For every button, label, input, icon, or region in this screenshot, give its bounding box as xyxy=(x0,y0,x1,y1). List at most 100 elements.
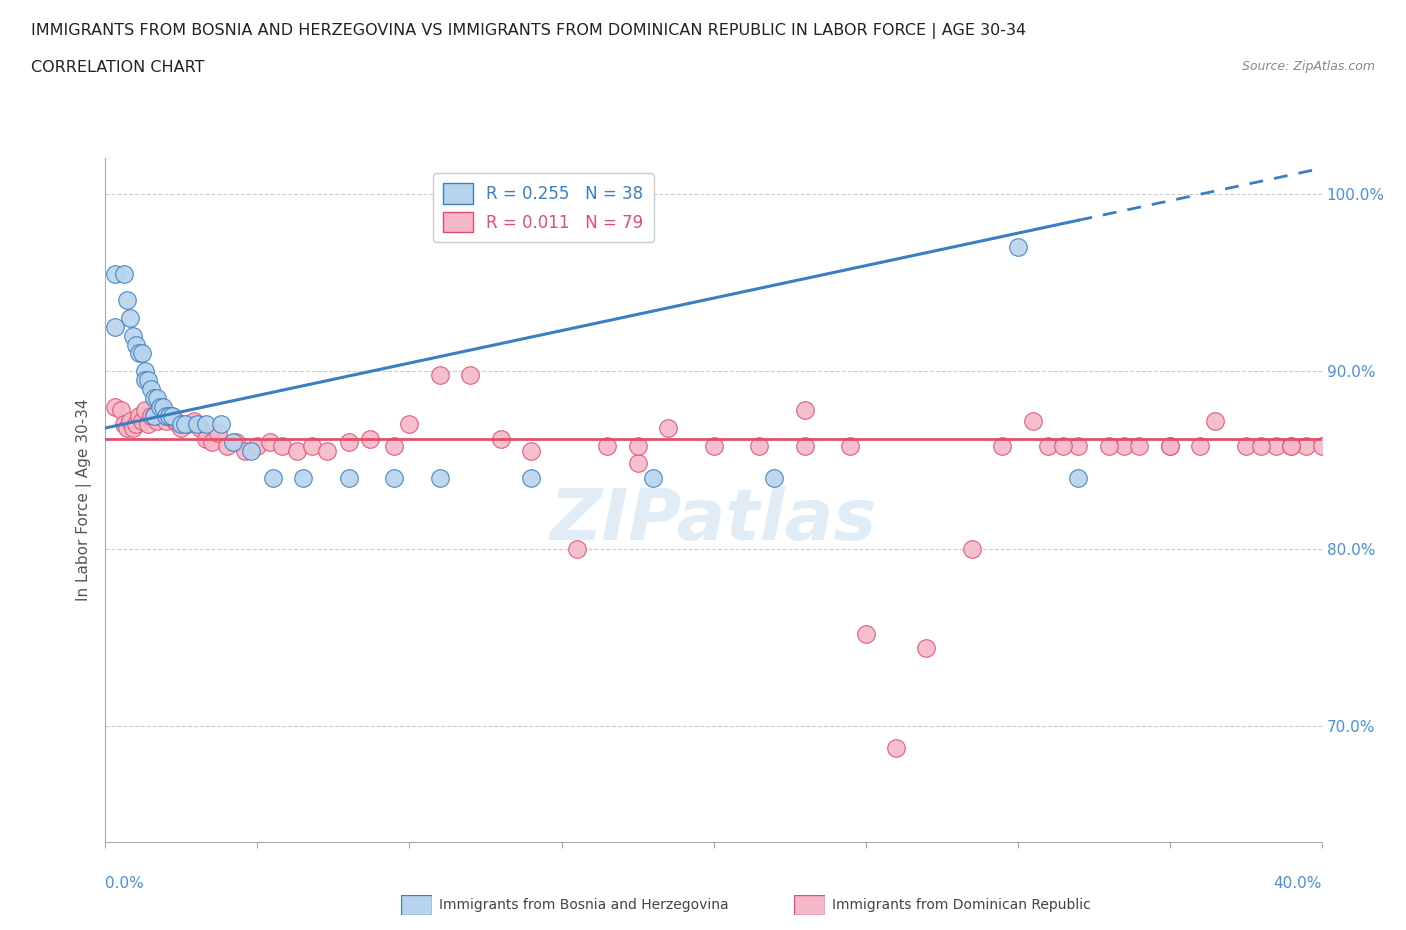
Point xyxy=(1159,438,1181,453)
Point xyxy=(118,414,141,429)
Point xyxy=(763,471,786,485)
Point xyxy=(170,417,193,432)
Point xyxy=(702,438,725,453)
Point xyxy=(103,266,125,281)
Point xyxy=(143,391,166,405)
Point xyxy=(301,438,323,453)
Point xyxy=(1159,438,1181,453)
Point xyxy=(429,471,451,485)
Point xyxy=(162,408,184,423)
Point xyxy=(233,444,256,458)
Text: ZIPatlas: ZIPatlas xyxy=(550,485,877,555)
Point xyxy=(565,541,588,556)
Point xyxy=(359,432,381,446)
Point xyxy=(1067,471,1090,485)
Point xyxy=(748,438,770,453)
Point xyxy=(259,434,281,449)
Text: 0.0%: 0.0% xyxy=(105,876,145,891)
Text: Immigrants from Bosnia and Herzegovina: Immigrants from Bosnia and Herzegovina xyxy=(439,897,728,912)
Point xyxy=(125,417,148,432)
Point xyxy=(1265,438,1288,453)
Point xyxy=(1052,438,1074,453)
Point xyxy=(194,432,217,446)
Point xyxy=(131,414,153,429)
Point xyxy=(960,541,983,556)
Point xyxy=(115,293,138,308)
Point xyxy=(152,399,174,414)
Point xyxy=(103,319,125,334)
Point xyxy=(1295,438,1317,453)
Point xyxy=(1279,438,1302,453)
Point xyxy=(134,364,156,379)
Point xyxy=(207,426,229,441)
Point xyxy=(1112,438,1135,453)
Point xyxy=(489,432,512,446)
Point xyxy=(139,408,162,423)
Point xyxy=(285,444,308,458)
Point xyxy=(1128,438,1150,453)
Point xyxy=(136,417,159,432)
Point xyxy=(121,328,143,343)
Text: IMMIGRANTS FROM BOSNIA AND HERZEGOVINA VS IMMIGRANTS FROM DOMINICAN REPUBLIC IN : IMMIGRANTS FROM BOSNIA AND HERZEGOVINA V… xyxy=(31,23,1026,39)
Point xyxy=(270,438,292,453)
Point xyxy=(143,408,166,423)
Point xyxy=(209,417,232,432)
Point xyxy=(103,399,125,414)
Point xyxy=(1067,438,1090,453)
Point xyxy=(155,414,177,429)
Point xyxy=(176,417,198,432)
Point xyxy=(146,391,169,405)
Text: CORRELATION CHART: CORRELATION CHART xyxy=(31,60,204,75)
Y-axis label: In Labor Force | Age 30-34: In Labor Force | Age 30-34 xyxy=(76,399,93,601)
Point xyxy=(188,420,211,435)
Point xyxy=(1279,438,1302,453)
Legend: R = 0.255   N = 38, R = 0.011   N = 79: R = 0.255 N = 38, R = 0.011 N = 79 xyxy=(433,173,654,243)
Point xyxy=(134,373,156,388)
Point xyxy=(382,471,405,485)
Point xyxy=(121,420,143,435)
Point xyxy=(657,420,679,435)
Point xyxy=(429,367,451,382)
Point xyxy=(1098,438,1121,453)
Point xyxy=(201,434,224,449)
Point xyxy=(157,408,180,423)
Point xyxy=(316,444,339,458)
Text: Source: ZipAtlas.com: Source: ZipAtlas.com xyxy=(1241,60,1375,73)
Point xyxy=(246,438,269,453)
Point xyxy=(884,740,907,755)
Point xyxy=(991,438,1014,453)
Point xyxy=(1310,438,1333,453)
Point xyxy=(183,414,205,429)
Point xyxy=(1022,414,1045,429)
Point xyxy=(128,408,150,423)
Point xyxy=(626,456,648,471)
Point xyxy=(149,408,172,423)
Point xyxy=(157,408,180,423)
Point xyxy=(1007,239,1029,254)
Point xyxy=(520,444,543,458)
Point xyxy=(173,417,195,432)
Point xyxy=(596,438,619,453)
Point xyxy=(112,417,135,432)
Point xyxy=(128,346,150,361)
Point xyxy=(1188,438,1211,453)
Point xyxy=(337,434,360,449)
Point xyxy=(149,399,172,414)
Point xyxy=(217,438,239,453)
Point xyxy=(131,346,153,361)
Point xyxy=(186,417,208,432)
Point xyxy=(1036,438,1059,453)
Point xyxy=(194,417,217,432)
Point xyxy=(162,408,184,423)
Point xyxy=(398,417,420,432)
Point xyxy=(915,641,938,656)
Point xyxy=(793,438,815,453)
Point xyxy=(136,373,159,388)
Point xyxy=(110,403,132,418)
Point xyxy=(143,408,166,423)
Text: Immigrants from Dominican Republic: Immigrants from Dominican Republic xyxy=(832,897,1091,912)
Point xyxy=(222,434,245,449)
Point xyxy=(1250,438,1272,453)
Text: 40.0%: 40.0% xyxy=(1274,876,1322,891)
Point xyxy=(1204,414,1226,429)
